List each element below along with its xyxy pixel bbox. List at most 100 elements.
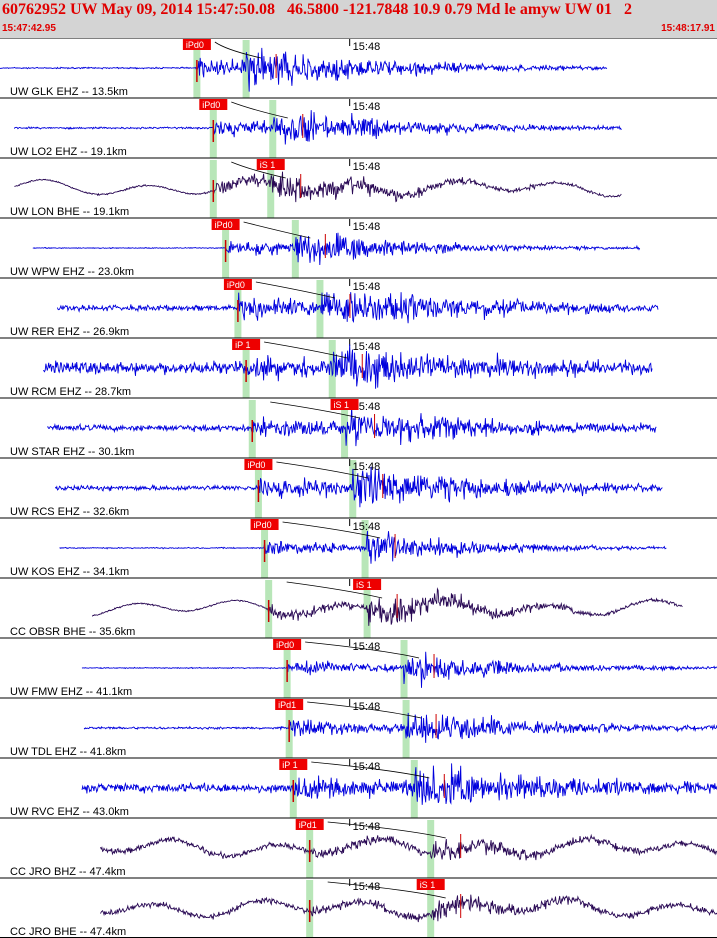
pick-label-box (250, 519, 279, 530)
waveform-trace (47, 406, 657, 447)
travel-time-curve (255, 281, 336, 299)
trace-row: 15:48 iPd0 UW KOS EHZ -- 34.1km (0, 517, 717, 578)
waveform-trace (14, 171, 622, 203)
travel-time-curve (231, 101, 288, 119)
travel-time-curve (307, 701, 422, 719)
pick-label-box (223, 279, 252, 290)
waveform-trace (32, 232, 641, 266)
pick-label-box (273, 639, 302, 650)
s-pick-band (400, 640, 408, 698)
s-pick-label: iS 1 (334, 400, 350, 410)
pick-label-box (353, 579, 382, 590)
pick-label-box (199, 99, 228, 110)
trace-row: 15:48 iPd0 UW RCS EHZ -- 32.6km (0, 457, 717, 518)
minute-label: 15:48 (353, 341, 381, 353)
waveform-trace (55, 466, 663, 508)
travel-time-curve (231, 161, 286, 179)
travel-time-curve (327, 821, 446, 839)
travel-time-curve (286, 581, 383, 599)
trace-row: 15:48 iPd0 UW LO2 EHZ -- 19.1km (0, 97, 717, 158)
station-label: UW RER EHZ -- 26.9km (10, 326, 129, 338)
minute-label: 15:48 (353, 761, 381, 773)
station-label: UW LON BHE -- 19.1km (10, 206, 129, 218)
travel-time-curve (305, 641, 420, 659)
minute-label: 15:48 (353, 641, 381, 653)
s-pick-band (316, 280, 324, 338)
p-pick-label: iPd0 (215, 220, 233, 230)
pick-label-box (295, 819, 324, 830)
p-pick-label: iP 1 (235, 340, 250, 350)
trace-row: 15:48 iPd0 UW GLK EHZ -- 13.5km (0, 38, 717, 98)
minute-label: 15:48 (353, 701, 381, 713)
p-pick-label: iPd1 (278, 700, 296, 710)
station-label: UW FMW EHZ -- 41.1km (10, 686, 132, 698)
pick-label-box (182, 39, 211, 50)
travel-time-curve (311, 761, 430, 779)
p-pick-label: iP 1 (282, 760, 297, 770)
trace-row: 15:48 iS 1 UW LON BHE -- 19.1km (0, 157, 717, 218)
waveform-trace (100, 894, 717, 923)
station-label: CC JRO BHZ -- 47.4km (10, 866, 126, 878)
station-label: UW WPW EHZ -- 23.0km (10, 266, 134, 278)
pick-label-box (279, 759, 308, 770)
waveform-trace (59, 530, 667, 564)
s-pick-label: iS 1 (260, 160, 276, 170)
travel-time-curve (214, 41, 262, 59)
minute-label: 15:48 (353, 821, 381, 833)
p-pick-label: iPd0 (186, 40, 204, 50)
minute-label: 15:48 (353, 101, 381, 113)
station-label: UW STAR EHZ -- 30.1km (10, 446, 134, 458)
trace-row: 15:48 iPd0 UW WPW EHZ -- 23.0km (0, 217, 717, 278)
minute-label: 15:48 (353, 221, 381, 233)
pick-label-box (211, 219, 240, 230)
trace-row: 15:48 iPd0 UW FMW EHZ -- 41.1km (0, 637, 717, 698)
event-title: 60762952 UW May 09, 2014 15:47:50.08 46.… (2, 1, 633, 18)
seismogram-panel: 15:48 iPd0 UW GLK EHZ -- 13.5km 15:48 iPd0 UW… (0, 38, 717, 938)
pick-label-box (275, 699, 304, 710)
p-pick-label: iPd0 (254, 520, 272, 530)
minute-label: 15:48 (353, 521, 381, 533)
window-start-time: 15:47:42.95 (2, 23, 56, 34)
waveform-trace (14, 110, 622, 145)
window-end-time: 15:48:17.91 (661, 23, 715, 34)
waveform-trace (91, 587, 683, 626)
travel-time-curve (264, 341, 348, 359)
minute-label: 15:48 (353, 461, 381, 473)
s-pick-label: iS 1 (356, 580, 372, 590)
minute-label: 15:48 (353, 161, 381, 173)
station-label: UW TDL EHZ -- 41.8km (10, 746, 126, 758)
pick-label-box (256, 159, 285, 170)
s-pick-band (349, 460, 357, 518)
waveform-trace (81, 763, 717, 805)
pick-label-box (244, 459, 273, 470)
station-label: UW RCS EHZ -- 32.6km (10, 506, 129, 518)
s-pick-band (291, 220, 299, 278)
event-header: 60762952 UW May 09, 2014 15:47:50.08 46.… (0, 0, 717, 38)
trace-row: 15:48 iP 1 UW RVC EHZ -- 43.0km (0, 757, 717, 818)
p-pick-label: iPd0 (276, 640, 294, 650)
travel-time-curve (270, 401, 360, 419)
trace-row: 15:48 iP 1 UW RCM EHZ -- 28.7km (0, 337, 717, 398)
p-pick-label: iPd0 (202, 100, 220, 110)
travel-time-curve (276, 461, 368, 479)
waveform-trace (83, 712, 717, 743)
pick-label-box (330, 399, 359, 410)
waveform-trace (56, 292, 659, 324)
p-pick-label: iPd1 (299, 820, 317, 830)
waveform-trace (81, 651, 717, 688)
minute-label: 15:48 (353, 401, 381, 413)
minute-label: 15:48 (353, 881, 381, 893)
travel-time-curve (282, 521, 381, 539)
minute-label: 15:48 (353, 41, 381, 53)
waveform-trace (100, 833, 717, 861)
station-label: CC OBSR BHE -- 35.6km (10, 626, 135, 638)
trace-row: 15:48 iPd1 UW TDL EHZ -- 41.8km (0, 697, 717, 758)
pick-label-box (232, 339, 261, 350)
p-pick-label: iPd0 (247, 460, 265, 470)
station-label: UW RVC EHZ -- 43.0km (10, 806, 129, 818)
pick-label-box (416, 879, 445, 890)
s-pick-band (267, 160, 275, 218)
s-pick-band (402, 700, 410, 758)
